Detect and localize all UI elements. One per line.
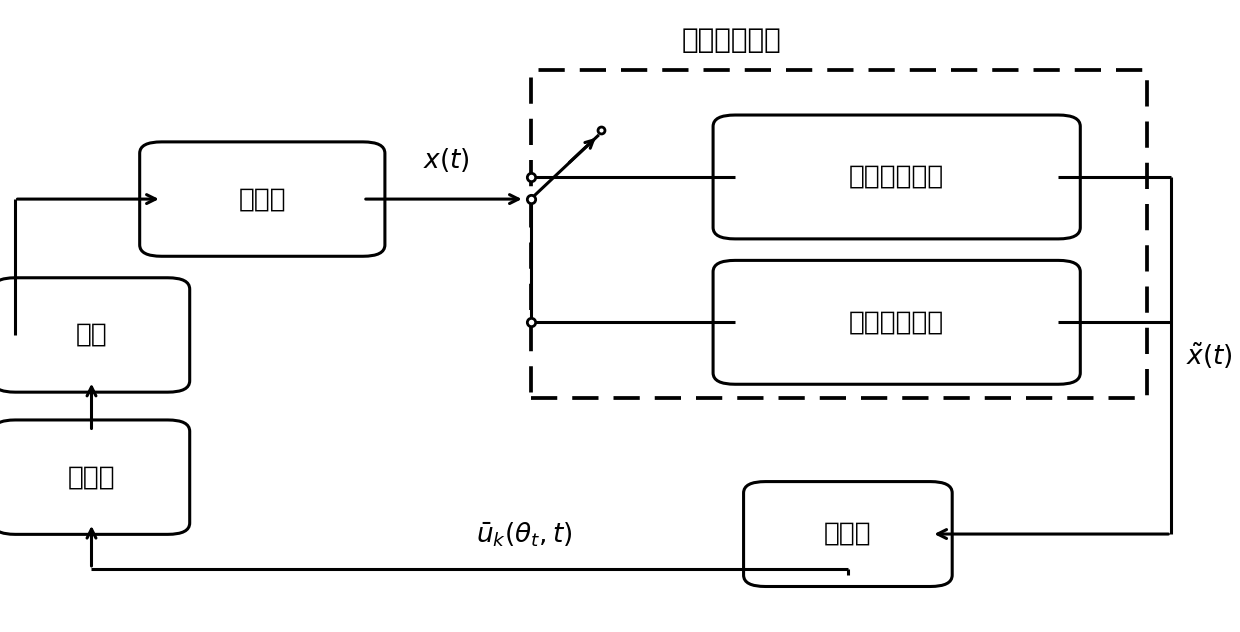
Text: 装置: 装置 bbox=[76, 322, 108, 348]
FancyBboxPatch shape bbox=[744, 482, 952, 586]
Text: $x(t)$: $x(t)$ bbox=[423, 146, 470, 174]
Text: 传感器: 传感器 bbox=[238, 186, 286, 212]
Text: 执行器: 执行器 bbox=[68, 464, 115, 490]
FancyBboxPatch shape bbox=[0, 278, 190, 392]
FancyBboxPatch shape bbox=[0, 420, 190, 535]
FancyBboxPatch shape bbox=[713, 115, 1080, 239]
FancyBboxPatch shape bbox=[713, 260, 1080, 384]
Text: 控制器: 控制器 bbox=[825, 521, 872, 547]
Text: 混合触发机制: 混合触发机制 bbox=[682, 26, 782, 54]
Text: $\bar{u}_k(\theta_t,t)$: $\bar{u}_k(\theta_t,t)$ bbox=[476, 520, 573, 549]
Text: 时间触发机制: 时间触发机制 bbox=[849, 164, 945, 190]
Text: $\tilde{x}(t)$: $\tilde{x}(t)$ bbox=[1185, 341, 1233, 370]
Text: 事件触发机制: 事件触发机制 bbox=[849, 309, 945, 336]
FancyBboxPatch shape bbox=[140, 142, 384, 257]
